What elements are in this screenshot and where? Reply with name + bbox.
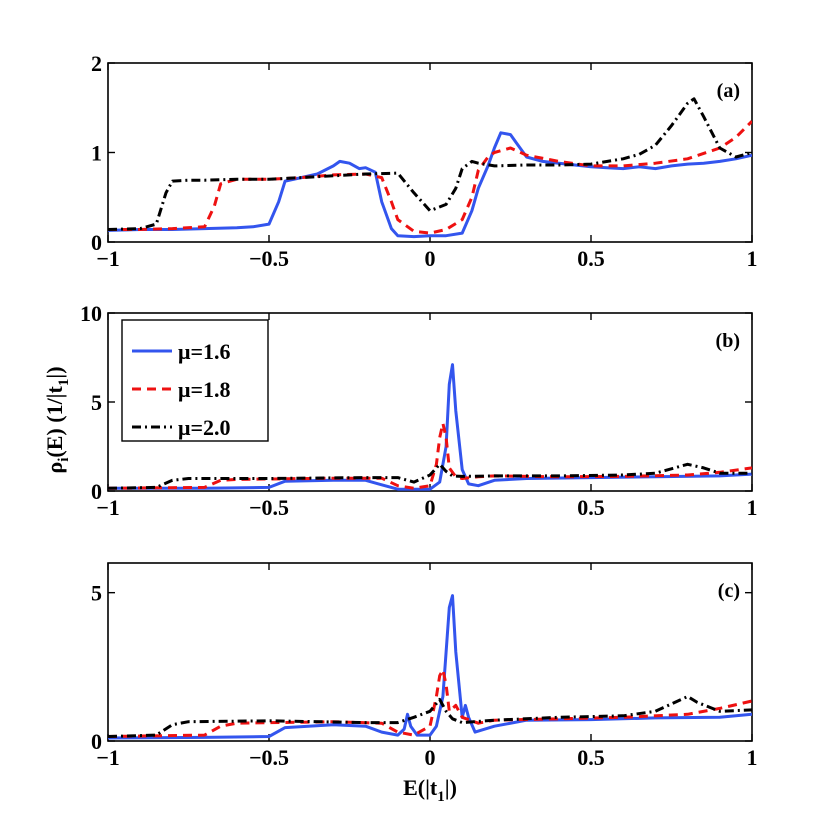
y-tick-label: 0 bbox=[91, 230, 102, 255]
y-tick-label: 0 bbox=[91, 479, 102, 504]
plot-frame bbox=[107, 62, 753, 243]
x-tick-label: 0.5 bbox=[577, 745, 605, 770]
legend-label: μ=1.8 bbox=[178, 377, 231, 402]
legend-label: μ=1.6 bbox=[178, 339, 231, 364]
series-line-mu-1.6 bbox=[108, 594, 752, 740]
series-line-mu-1.6 bbox=[108, 363, 752, 491]
x-tick-label: 1 bbox=[747, 745, 758, 770]
legend-label: μ=2.0 bbox=[178, 415, 231, 440]
x-tick-label: −0.5 bbox=[249, 246, 289, 271]
legend-box bbox=[121, 319, 269, 442]
x-tick-label: 1 bbox=[747, 495, 758, 520]
y-axis-title: ρi(E) (1/|t1|) bbox=[42, 366, 72, 473]
series-line-mu-2.0 bbox=[108, 97, 752, 231]
panel-c: −1 −0.5 0 0.5 1 0 5 (c) bbox=[91, 562, 758, 770]
series-line-mu-1.8 bbox=[108, 120, 752, 235]
series-line-mu-2.0 bbox=[108, 695, 752, 738]
y-tick-label: 1 bbox=[91, 141, 102, 166]
series-line-mu-1.8 bbox=[108, 668, 752, 738]
x-tick-label: 0 bbox=[425, 246, 436, 271]
x-tick-label: −1 bbox=[96, 495, 120, 520]
x-tick-label: −1 bbox=[96, 745, 120, 770]
x-tick-label: −1 bbox=[96, 246, 120, 271]
x-tick-label: −0.5 bbox=[249, 495, 289, 520]
x-tick-label: 1 bbox=[747, 246, 758, 271]
x-tick-label: 0 bbox=[425, 495, 436, 520]
y-tick-label: 5 bbox=[91, 581, 102, 606]
y-tick-label: 10 bbox=[80, 301, 102, 326]
y-tick-label: 2 bbox=[91, 51, 102, 76]
panel-a: −1 −0.5 0 0.5 1 0 1 2 (a) bbox=[91, 51, 758, 271]
y-tick-label: 5 bbox=[91, 390, 102, 415]
series-line-mu-1.6 bbox=[108, 131, 752, 239]
series-line-mu-1.8 bbox=[108, 421, 752, 490]
series-line-mu-2.0 bbox=[108, 462, 752, 490]
legend: μ=1.6 μ=1.8 μ=2.0 bbox=[121, 319, 269, 442]
panel-label: (c) bbox=[718, 580, 740, 602]
panel-label: (a) bbox=[717, 80, 740, 102]
x-tick-label: 0.5 bbox=[577, 495, 605, 520]
x-tick-label: −0.5 bbox=[249, 745, 289, 770]
x-axis-title: E(|t1|) bbox=[403, 775, 457, 805]
panel-label: (b) bbox=[716, 330, 740, 352]
y-tick-label: 0 bbox=[91, 729, 102, 754]
x-tick-label: 0.5 bbox=[577, 246, 605, 271]
x-tick-label: 0 bbox=[425, 745, 436, 770]
